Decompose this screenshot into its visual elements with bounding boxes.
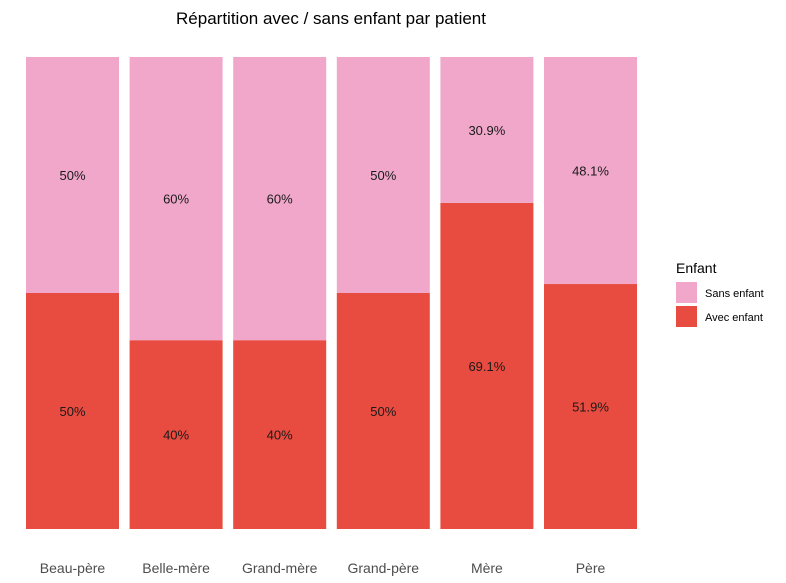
x-axis-tick-labels: Beau-père Belle-mère Grand-mère Grand-père M…: [40, 560, 606, 576]
chart-title: Répartition avec / sans enfant par patie…: [176, 9, 486, 28]
bar-avec-enfant-pere: [544, 284, 637, 529]
bar-label-sans-enfant-pere: 48.1%: [572, 164, 609, 179]
bar-label-sans-enfant-mere: 30.9%: [468, 123, 505, 138]
bar-label-sans-enfant-grand-mere: 60%: [267, 192, 293, 207]
bar-sans-enfant-beau-pere: [26, 57, 119, 293]
bars-layer: [26, 57, 637, 529]
x-tick-label-pere: Père: [576, 560, 606, 576]
bar-sans-enfant-pere: [544, 57, 637, 285]
x-tick-label-beau-pere: Beau-père: [40, 560, 106, 576]
bar-avec-enfant-belle-mere: [129, 340, 223, 529]
x-tick-label-belle-mere: Belle-mère: [142, 560, 210, 576]
legend-swatch-sans-enfant: [676, 282, 697, 303]
bar-label-avec-enfant-belle-mere: 40%: [163, 428, 189, 443]
bar-label-avec-enfant-mere: 69.1%: [468, 359, 505, 374]
bar-label-sans-enfant-belle-mere: 60%: [163, 192, 189, 207]
legend-title: Enfant: [676, 260, 717, 276]
bar-label-avec-enfant-pere: 51.9%: [572, 400, 609, 415]
x-tick-label-mere: Mère: [471, 560, 503, 576]
legend: Enfant Sans enfant Avec enfant: [676, 260, 764, 327]
bar-label-avec-enfant-grand-mere: 40%: [267, 428, 293, 443]
bar-sans-enfant-mere: [440, 57, 534, 203]
bar-avec-enfant-grand-mere: [233, 340, 327, 529]
legend-label-sans-enfant: Sans enfant: [705, 288, 764, 300]
bar-sans-enfant-grand-mere: [233, 57, 327, 341]
bar-avec-enfant-grand-pere: [336, 293, 430, 529]
bar-label-avec-enfant-grand-pere: 50%: [370, 404, 396, 419]
bar-avec-enfant-mere: [440, 202, 534, 529]
bar-label-sans-enfant-beau-pere: 50%: [59, 168, 85, 183]
bar-avec-enfant-beau-pere: [26, 293, 119, 529]
bar-label-sans-enfant-grand-pere: 50%: [370, 168, 396, 183]
x-tick-label-grand-mere: Grand-mère: [242, 560, 318, 576]
bar-sans-enfant-belle-mere: [129, 57, 223, 341]
legend-label-avec-enfant: Avec enfant: [705, 312, 763, 324]
bar-label-avec-enfant-beau-pere: 50%: [59, 404, 85, 419]
legend-swatch-avec-enfant: [676, 306, 697, 327]
bar-labels-layer: 50% 50% 40% 60% 40% 60% 50% 50% 69.1% 30.9% 51.9% 4…: [59, 123, 609, 443]
bar-sans-enfant-grand-pere: [336, 57, 430, 293]
x-tick-label-grand-pere: Grand-père: [348, 560, 420, 576]
